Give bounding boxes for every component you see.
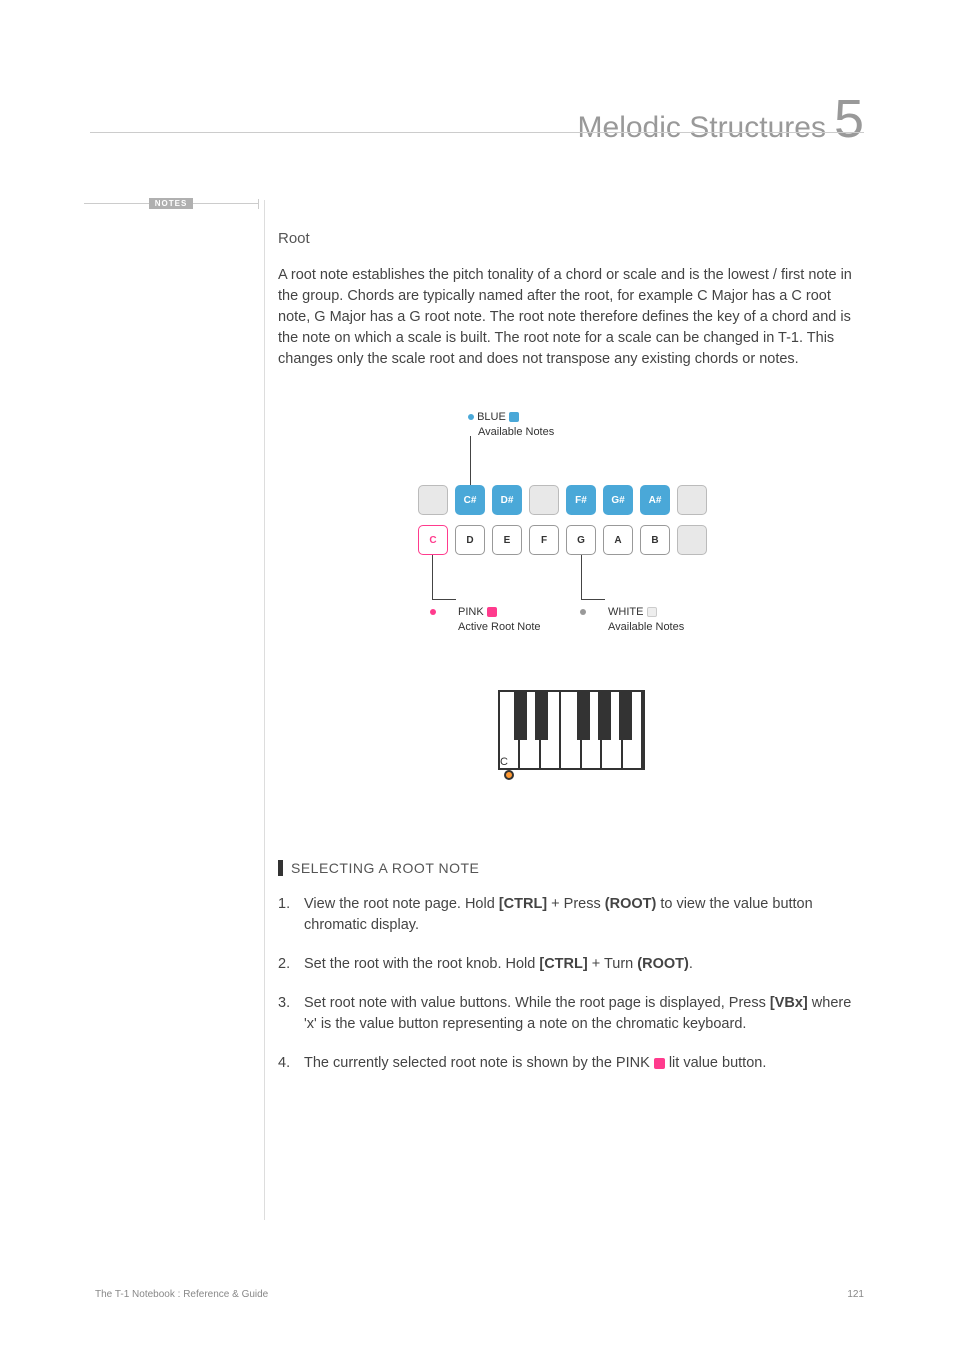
legend-swatch-blue [509, 412, 519, 422]
legend-blue: BLUE Available Notes [468, 410, 554, 441]
notes-tab-label: NOTES [149, 198, 194, 209]
step-1: View the root note page. Hold [CTRL] + P… [278, 894, 864, 936]
value-button: D# [492, 485, 522, 515]
button-row-top: C#D# F#G#A# [418, 485, 707, 515]
value-button [529, 485, 559, 515]
step-2: Set the root with the root knob. Hold [C… [278, 954, 864, 975]
piano-diagram: C [278, 690, 864, 800]
header-rule [90, 132, 864, 133]
root-diagram: BLUE Available Notes C#D#F#G#A# CDEFGAB … [278, 410, 864, 660]
value-button: F# [566, 485, 596, 515]
connector [470, 436, 471, 486]
value-button: D [455, 525, 485, 555]
value-button [418, 485, 448, 515]
notes-tab-end [258, 199, 259, 209]
legend-swatch-white [647, 607, 657, 617]
legend-dot-pink [430, 609, 436, 615]
t: Set the root with the root knob. Hold [304, 956, 539, 972]
connector [432, 555, 433, 599]
subheading: SELECTING A ROOT NOTE [278, 860, 864, 876]
page-number: 121 [847, 1289, 864, 1300]
black-key [598, 692, 611, 740]
legend-swatch-pink [487, 607, 497, 617]
t: The currently selected root note is show… [304, 1055, 654, 1071]
notes-tab-line [193, 203, 258, 204]
legend-dot-white [580, 609, 586, 615]
value-button: C [418, 525, 448, 555]
chapter-header: Melodic Structures 5 [578, 88, 864, 150]
value-button: F [529, 525, 559, 555]
legend-blue-sub: Available Notes [478, 426, 554, 438]
value-button: G [566, 525, 596, 555]
value-button [677, 485, 707, 515]
value-button: B [640, 525, 670, 555]
button-row-bottom: CDEFGAB [418, 525, 707, 555]
chapter-title: Melodic Structures [578, 111, 826, 145]
t: + Turn [588, 956, 638, 972]
piano-c-marker [504, 770, 514, 780]
content: Root A root note establishes the pitch t… [278, 230, 864, 1092]
value-button: A# [640, 485, 670, 515]
knob: (ROOT) [605, 896, 657, 912]
piano-keys [498, 690, 645, 770]
chapter-number: 5 [834, 88, 864, 150]
kbd: [CTRL] [499, 896, 547, 912]
kbd: [CTRL] [539, 956, 587, 972]
legend-pink-title: PINK [458, 606, 484, 618]
connector [581, 599, 605, 600]
step-3: Set root note with value buttons. While … [278, 993, 864, 1035]
black-key [577, 692, 590, 740]
value-button: E [492, 525, 522, 555]
subheading-text: SELECTING A ROOT NOTE [291, 860, 479, 876]
vertical-rule [264, 200, 265, 1220]
legend-white-sub: Available Notes [608, 621, 684, 633]
black-key [619, 692, 632, 740]
black-key [514, 692, 527, 740]
subheading-bar [278, 860, 283, 876]
value-button: C# [455, 485, 485, 515]
legend-pink-sub: Active Root Note [458, 621, 541, 633]
t: Set root note with value buttons. While … [304, 995, 770, 1011]
legend-blue-title: BLUE [477, 411, 506, 423]
pink-square-icon [654, 1058, 665, 1069]
black-key [535, 692, 548, 740]
footer: The T-1 Notebook : Reference & Guide 121 [95, 1289, 864, 1300]
kbd: [VBx] [770, 995, 808, 1011]
t: lit value button. [665, 1055, 767, 1071]
notes-sidebar-tab: NOTES [84, 197, 259, 210]
t: + Press [547, 896, 605, 912]
legend-pink: PINK Active Root Note [458, 605, 541, 636]
piano-c-label: C [500, 756, 508, 768]
legend-dot-blue [468, 414, 474, 420]
knob: (ROOT) [637, 956, 689, 972]
section-title: Root [278, 230, 864, 247]
footer-left: The T-1 Notebook : Reference & Guide [95, 1289, 268, 1300]
body-paragraph: A root note establishes the pitch tonali… [278, 265, 864, 370]
t: View the root note page. Hold [304, 896, 499, 912]
step-4: The currently selected root note is show… [278, 1053, 864, 1074]
connector [581, 555, 582, 599]
value-button [677, 525, 707, 555]
legend-white-title: WHITE [608, 606, 643, 618]
value-button: A [603, 525, 633, 555]
notes-tab-line [84, 203, 149, 204]
value-button: G# [603, 485, 633, 515]
t: . [689, 956, 693, 972]
connector [432, 599, 456, 600]
steps-list: View the root note page. Hold [CTRL] + P… [278, 894, 864, 1074]
legend-white: WHITE Available Notes [608, 605, 684, 636]
